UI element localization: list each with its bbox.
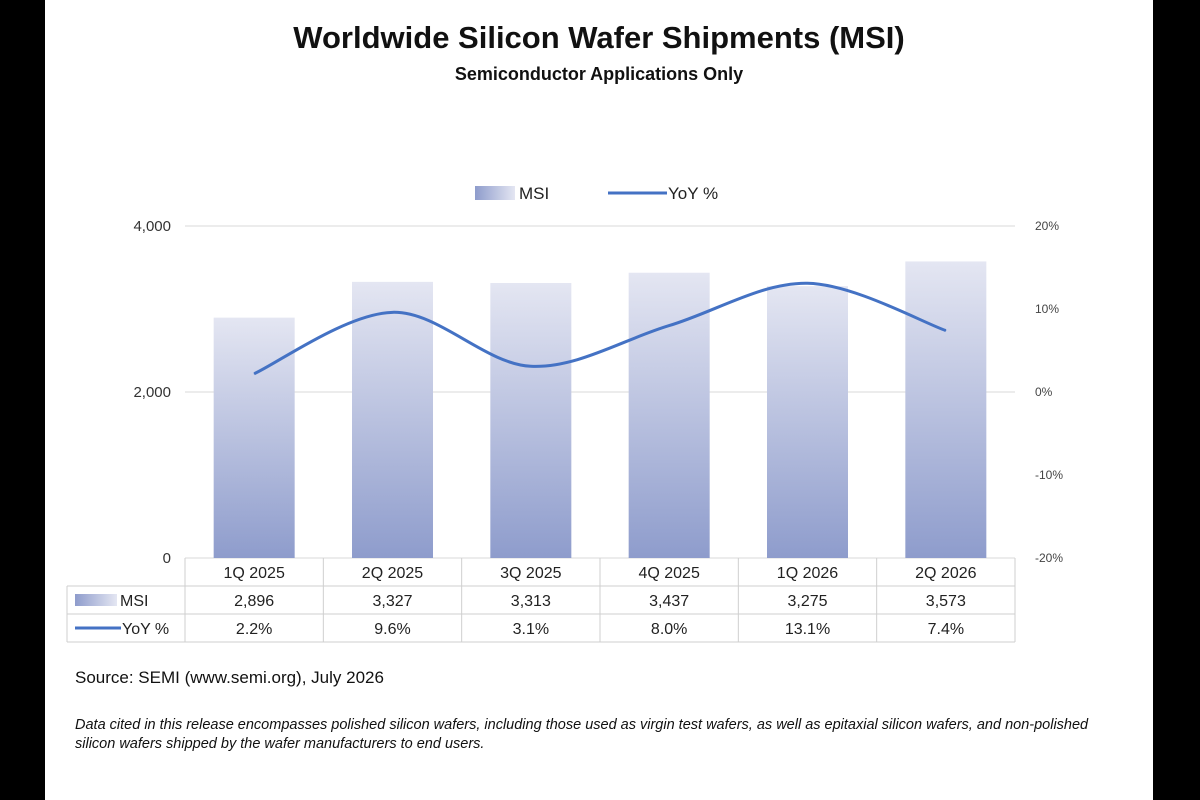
yoy-point — [945, 330, 947, 332]
legend-label-yoy: YoY % — [668, 184, 718, 203]
bar-msi — [767, 286, 848, 558]
table-row-label-msi: MSI — [120, 593, 148, 610]
y2-tick-label: 20% — [1035, 219, 1059, 233]
data-label-msi: 3,275 — [787, 593, 827, 610]
y2-tick-label: 10% — [1035, 302, 1059, 316]
data-label-msi: 3,327 — [372, 593, 412, 610]
x-tick-label: 4Q 2025 — [638, 565, 699, 582]
legend-swatch-msi — [475, 186, 515, 200]
chart-subtitle: Semiconductor Applications Only — [454, 64, 744, 84]
data-label-yoy: 2.2% — [236, 621, 272, 638]
yoy-point — [530, 365, 532, 367]
x-tick-label: 1Q 2026 — [777, 565, 838, 582]
source-note: Source: SEMI (www.semi.org), July 2026 — [75, 668, 384, 687]
chart-plot: 0 2,000 4,000 -20% -10% 0% 10% 20% MSI YoY % 1Q … — [66, 184, 1063, 643]
data-label-msi: 2,896 — [234, 593, 274, 610]
x-tick-label: 1Q 2025 — [223, 565, 284, 582]
bar-msi — [905, 261, 987, 558]
yoy-point — [807, 282, 808, 284]
y2-tick-label: -10% — [1035, 468, 1063, 482]
x-tick-label: 2Q 2025 — [362, 565, 423, 582]
table-swatch-msi — [75, 594, 117, 606]
data-label-yoy: 7.4% — [928, 621, 964, 638]
footnote: Data cited in this release encompasses p… — [75, 717, 1089, 752]
data-label-yoy: 8.0% — [651, 621, 687, 638]
y-tick-label: 4,000 — [133, 218, 171, 235]
data-label-msi: 3,573 — [926, 593, 966, 610]
chart-title: Worldwide Silicon Wafer Shipments (MSI) — [293, 20, 905, 55]
data-label-msi: 3,313 — [511, 593, 551, 610]
data-label-yoy: 13.1% — [785, 621, 830, 638]
x-tick-label: 3Q 2025 — [500, 565, 561, 582]
bar-msi — [213, 317, 295, 558]
yoy-line — [253, 281, 947, 376]
yoy-point — [668, 325, 670, 327]
bar-msi — [490, 283, 572, 558]
bar-msi — [628, 272, 710, 558]
legend-label-msi: MSI — [519, 184, 549, 203]
y2-tick-label: -20% — [1035, 551, 1063, 565]
bar-msi — [352, 281, 433, 558]
y-tick-label: 2,000 — [133, 384, 171, 401]
y2-tick-label: 0% — [1035, 385, 1053, 399]
data-label-msi: 3,437 — [649, 593, 689, 610]
y-tick-label: 0 — [163, 550, 171, 567]
x-tick-label: 2Q 2026 — [915, 565, 976, 582]
data-label-yoy: 3.1% — [513, 621, 549, 638]
chart-panel: Worldwide Silicon Wafer Shipments (MSI) … — [45, 0, 1153, 800]
data-label-yoy: 9.6% — [374, 621, 410, 638]
table-row-label-yoy: YoY % — [122, 621, 169, 638]
yoy-point — [253, 373, 255, 375]
yoy-point — [392, 311, 393, 313]
